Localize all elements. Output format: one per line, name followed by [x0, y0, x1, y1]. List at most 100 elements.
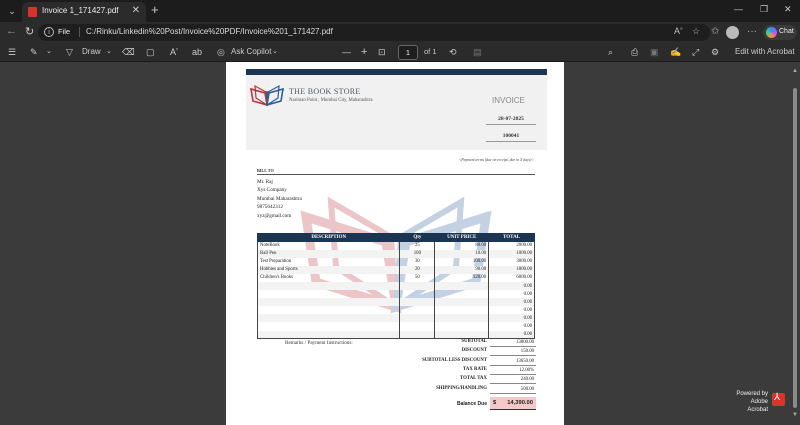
scroll-up-icon[interactable]: ▲ — [792, 68, 798, 74]
balance-currency: $ — [493, 400, 497, 406]
item-total: 0.00 — [488, 314, 535, 323]
zoom-out-icon[interactable]: — — [342, 47, 351, 57]
book-logo-icon — [250, 84, 284, 107]
page-number-input[interactable]: 1 — [398, 45, 418, 60]
favorites-icon[interactable]: ✩ — [711, 26, 720, 37]
minimize-icon[interactable]: — — [734, 4, 743, 14]
item-total: 1800.00 — [488, 265, 535, 274]
save-icon[interactable]: ▣ — [650, 47, 659, 57]
copilot-chat-button[interactable]: Chat — [763, 25, 797, 40]
read-aloud-icon[interactable]: Aʼ — [170, 47, 179, 57]
vertical-scrollbar[interactable]: ▲ ▼ — [791, 62, 798, 425]
item-unit-price — [434, 281, 490, 291]
zoom-in-icon[interactable]: + — [361, 46, 368, 58]
item-total: 6000.00 — [488, 273, 535, 282]
summary-label: DISCOUNT — [461, 348, 487, 354]
bill-to-divider — [257, 174, 535, 175]
erase-icon[interactable]: ⌫ — [122, 47, 135, 57]
item-total: 2000.00 — [488, 241, 535, 250]
favorite-star-icon[interactable]: ☆ — [692, 26, 701, 36]
item-unit-price: 80.00 — [434, 241, 490, 250]
ask-copilot-dropdown-icon[interactable]: ⌄ — [272, 48, 278, 55]
url-field[interactable]: i File C:/Rinku/Linkedin%20Post/Invoice%… — [38, 24, 710, 41]
bill-to-company: Xys Company — [257, 187, 287, 193]
items-body: NoteBook 25 80.00 2000.00 Ball Pen 100 10.00 10… — [256, 241, 535, 340]
summary-label: SHIPPING/HANDLING — [436, 385, 487, 391]
scrollbar-thumb[interactable] — [793, 88, 797, 408]
bill-to-email: xyz@gmail.com — [257, 213, 292, 219]
item-qty: 20 — [399, 265, 436, 274]
powered-by-label: Powered by Adobe Acrobat — [730, 390, 768, 414]
summary-value: 240.00 — [490, 375, 536, 385]
save-as-icon[interactable]: ✍ — [670, 47, 682, 57]
highlight-dropdown-icon[interactable]: ⌄ — [46, 48, 52, 55]
profile-avatar[interactable] — [726, 26, 739, 39]
item-total: 0.00 — [488, 290, 535, 299]
browser-tab[interactable]: Invoice 1_171427.pdf ✕ — [22, 2, 146, 22]
settings-gear-icon[interactable]: ⚙ — [711, 47, 720, 57]
adobe-acrobat-logo-icon — [772, 392, 785, 406]
items-header-row: DESCRIPTION Qty UNIT PRICE TOTAL — [256, 233, 535, 242]
maximize-icon[interactable]: ❐ — [760, 4, 769, 14]
item-total: 0.00 — [488, 298, 535, 307]
table-row: Test Preparation 30 100.00 3000.00 — [256, 257, 535, 266]
summary-label: TAX RATE — [463, 366, 487, 372]
items-table: DESCRIPTION Qty UNIT PRICE TOTAL NoteBoo… — [256, 233, 535, 340]
item-total: 0.00 — [488, 322, 535, 331]
edit-with-acrobat-button[interactable]: Edit with Acrobat — [735, 47, 795, 56]
more-options-icon[interactable]: ··· — [747, 26, 757, 37]
read-aloud-icon[interactable]: A» — [674, 26, 683, 36]
contents-menu-icon[interactable]: ☰ — [8, 47, 17, 57]
ask-copilot-icon[interactable]: ◎ — [217, 47, 225, 57]
text-box-icon[interactable]: ▢ — [146, 47, 155, 57]
fullscreen-icon[interactable]: ⤢ — [692, 47, 700, 57]
payment-terms: <Payment terms (due on receipt, due in X… — [458, 158, 534, 162]
item-description: Hobbies and Sports — [256, 265, 401, 274]
tab-title: Invoice 1_171427.pdf — [42, 6, 119, 15]
item-total: 1000.00 — [488, 249, 535, 258]
info-icon[interactable]: i — [44, 27, 54, 37]
pdf-toolbar: ☰ ✎ ⌄ ▽ Draw ⌄ ⌫ ▢ Aʼ ab ◎ Ask Copilot ⌄… — [0, 43, 800, 62]
print-icon[interactable]: ⎙ — [631, 47, 639, 57]
summary-label: SUBTOTAL LESS DISCOUNT — [422, 357, 487, 363]
invoice-top-bar — [246, 69, 547, 75]
item-description — [256, 290, 401, 299]
table-row: Hobbies and Sports 20 90.00 1800.00 — [256, 265, 535, 274]
item-unit-price: 100.00 — [434, 257, 490, 266]
tab-actions-chevron-icon[interactable]: ⌄ — [8, 6, 16, 16]
item-qty: 50 — [399, 273, 436, 282]
search-icon[interactable]: ⌕ — [608, 47, 614, 57]
column-header-unit-price: UNIT PRICE — [434, 233, 490, 242]
back-icon[interactable]: ← — [6, 25, 17, 37]
item-qty — [399, 290, 436, 299]
rotate-icon[interactable]: ⟲ — [449, 47, 457, 57]
refresh-icon[interactable]: ↻ — [25, 26, 35, 38]
item-qty — [399, 281, 436, 291]
balance-amount: 14,390.00 — [507, 400, 533, 406]
tab-strip: ⌄ Invoice 1_171427.pdf ✕ + — ❐ ✕ — [0, 0, 800, 22]
column-header-qty: Qty — [399, 233, 436, 242]
draw-dropdown-icon[interactable]: ⌄ — [106, 48, 112, 55]
scroll-down-icon[interactable]: ▼ — [792, 412, 798, 418]
url-text[interactable]: C:/Rinku/Linkedin%20Post/Invoice%20PDF/I… — [86, 27, 333, 36]
summary-row: TAX RATE 12.00% — [376, 366, 536, 375]
item-unit-price — [434, 290, 490, 299]
item-description — [256, 322, 401, 331]
close-tab-icon[interactable]: ✕ — [131, 5, 140, 16]
summary-value: 500.00 — [490, 385, 536, 394]
draw-icon[interactable]: ▽ — [66, 47, 73, 57]
page-view-icon[interactable]: ▤ — [473, 47, 482, 57]
item-qty: 25 — [399, 241, 436, 250]
ask-copilot-button[interactable]: Ask Copilot — [231, 47, 272, 56]
fit-page-icon[interactable]: ⊡ — [378, 47, 386, 57]
draw-button[interactable]: Draw — [82, 47, 101, 56]
close-window-icon[interactable]: ✕ — [784, 4, 792, 14]
new-tab-icon[interactable]: + — [151, 2, 159, 17]
chat-label: Chat — [779, 28, 794, 35]
item-qty — [399, 298, 436, 307]
summary-row: SUBTOTAL 13800.00 — [376, 338, 536, 347]
translate-icon[interactable]: ab — [192, 47, 203, 57]
address-bar-row: ← ↻ i File C:/Rinku/Linkedin%20Post/Invo… — [0, 22, 800, 43]
highlight-icon[interactable]: ✎ — [30, 47, 38, 57]
invoice-label: INVOICE — [492, 96, 525, 105]
